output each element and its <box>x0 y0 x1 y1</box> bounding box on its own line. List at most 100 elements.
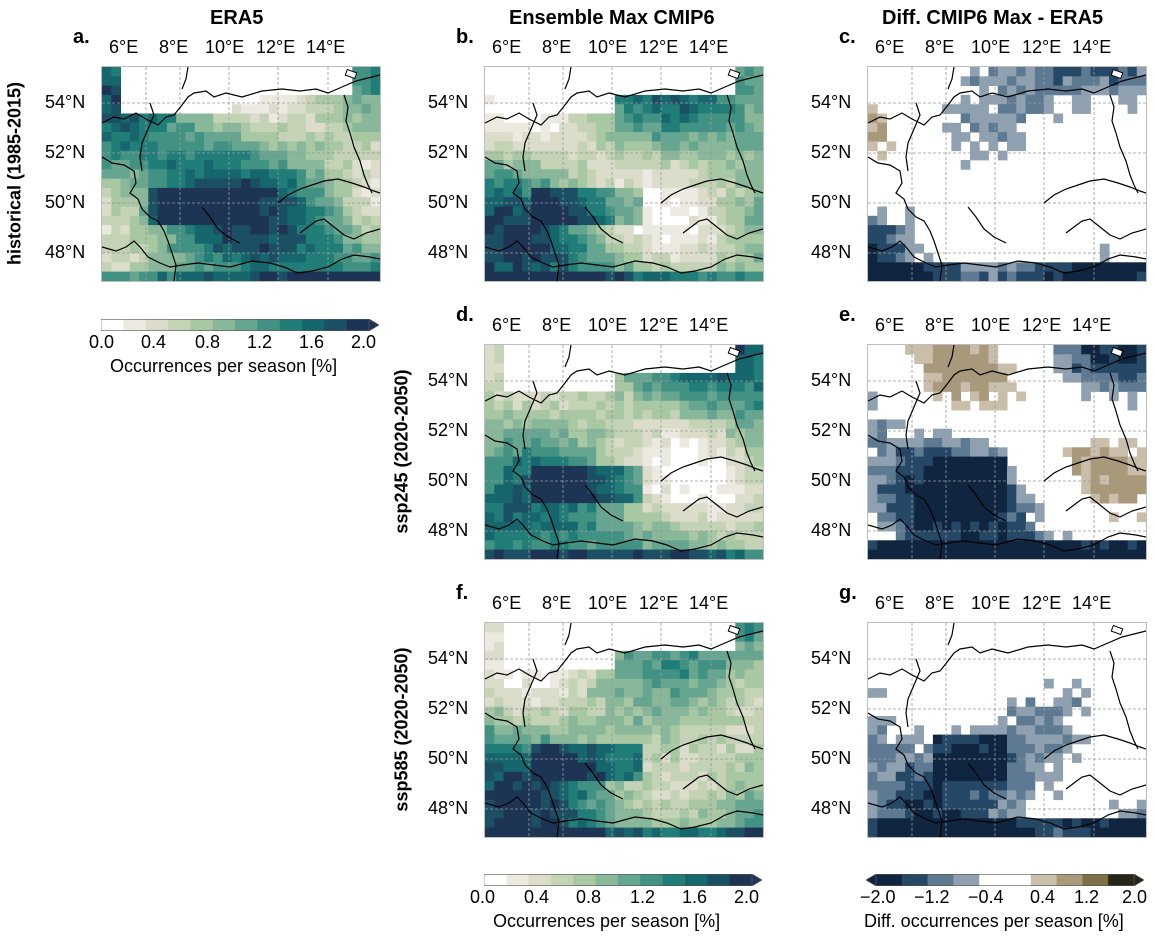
grid-cell <box>614 372 625 383</box>
grid-cell <box>139 141 149 152</box>
grid-cell <box>287 206 298 217</box>
grid-cell <box>485 503 495 513</box>
grid-cell <box>512 697 523 708</box>
grid-cell <box>1099 465 1110 476</box>
grid-cell <box>624 660 634 670</box>
grid-cell <box>194 253 205 263</box>
grid-cell <box>661 660 671 670</box>
grid-cell <box>315 271 325 281</box>
grid-cell <box>688 169 699 179</box>
grid-cell <box>670 113 681 124</box>
grid-cell <box>633 438 643 448</box>
grid-cell <box>698 410 708 420</box>
grid-cell <box>960 475 971 485</box>
grid-cell <box>970 271 980 281</box>
grid-cell <box>559 753 569 763</box>
grid-cell <box>315 253 325 263</box>
grid-cell <box>688 660 699 670</box>
grid-cell <box>744 827 755 837</box>
grid-cell <box>1127 354 1138 364</box>
border-line <box>485 240 763 274</box>
grid-cell <box>970 790 980 801</box>
grid-cell <box>102 169 112 179</box>
grid-cell <box>716 206 727 217</box>
grid-cell <box>129 271 140 281</box>
grid-cell <box>540 688 551 698</box>
grid-cell <box>877 762 887 773</box>
grid-cell <box>970 456 980 467</box>
grid-cell <box>587 262 597 272</box>
grid-cell <box>596 688 606 698</box>
border-line <box>485 156 560 281</box>
grid-cell <box>914 456 924 467</box>
grid-cell <box>651 419 662 430</box>
grid-cell <box>979 503 989 513</box>
grid-cell <box>614 456 625 467</box>
grid-cell <box>744 419 755 430</box>
grid-cell <box>753 799 763 810</box>
grid-cell <box>970 818 980 828</box>
grid-cell <box>688 122 699 133</box>
lat-tick-label: 48°N <box>428 242 469 262</box>
grid-cell <box>587 734 597 745</box>
grid-cell <box>951 549 962 559</box>
grid-cell <box>624 697 634 708</box>
grid-cell <box>185 150 196 161</box>
border-line <box>868 156 943 281</box>
grid-cell <box>670 225 681 235</box>
grid-cell <box>185 187 196 198</box>
grid-cell <box>1062 372 1073 383</box>
grid-cell <box>744 410 755 420</box>
grid-cell <box>726 697 736 708</box>
grid-cell <box>494 781 504 791</box>
grid-cell <box>1007 781 1017 791</box>
grid-cell <box>194 160 205 170</box>
grid-cell <box>744 762 755 773</box>
grid-cell <box>624 215 634 226</box>
grid-cell <box>688 419 699 430</box>
grid-cell <box>1127 400 1138 411</box>
grid-cell <box>531 141 541 152</box>
grid-cell <box>895 809 906 819</box>
grid-cell <box>1062 345 1073 355</box>
row-title-historical: historical (1985-2015) <box>4 81 25 266</box>
lon-tick-label: 6°E <box>492 593 522 613</box>
grid-cell <box>753 113 763 124</box>
grid-cell <box>315 178 325 189</box>
grid-cell <box>753 762 763 773</box>
grid-cell <box>633 818 643 828</box>
grid-cell <box>503 531 514 541</box>
grid-cell <box>494 706 504 717</box>
grid-cell <box>868 225 878 235</box>
grid-cell <box>1007 771 1017 782</box>
grid-cell <box>905 771 915 782</box>
grid-cell <box>361 253 372 263</box>
grid-cell <box>512 262 523 272</box>
grid-cell <box>559 809 569 819</box>
grid-cell <box>979 521 989 532</box>
grid-cell <box>868 781 878 791</box>
grid-cell <box>1016 799 1026 810</box>
grid-cell <box>1007 484 1017 495</box>
grid-cell <box>324 262 335 272</box>
grid-cell <box>568 456 579 467</box>
grid-cell <box>568 428 579 439</box>
grid-cell <box>670 706 681 717</box>
grid-cell <box>577 206 588 217</box>
grid-cell <box>259 243 270 254</box>
grid-cell <box>661 678 671 689</box>
border-line <box>485 630 763 682</box>
grid-cell <box>633 678 643 689</box>
grid-cell <box>241 206 251 217</box>
grid-cell <box>343 113 353 124</box>
grid-cell <box>512 197 523 207</box>
grid-cell <box>204 206 214 217</box>
grid-cell <box>868 493 878 504</box>
grid-cell <box>540 743 551 754</box>
grid-cell <box>166 141 177 152</box>
grid-cell <box>970 141 980 152</box>
grid-cell <box>605 549 616 559</box>
grid-cell <box>1053 790 1064 801</box>
grid-cell <box>1071 372 1082 383</box>
grid-cell <box>1081 447 1091 457</box>
